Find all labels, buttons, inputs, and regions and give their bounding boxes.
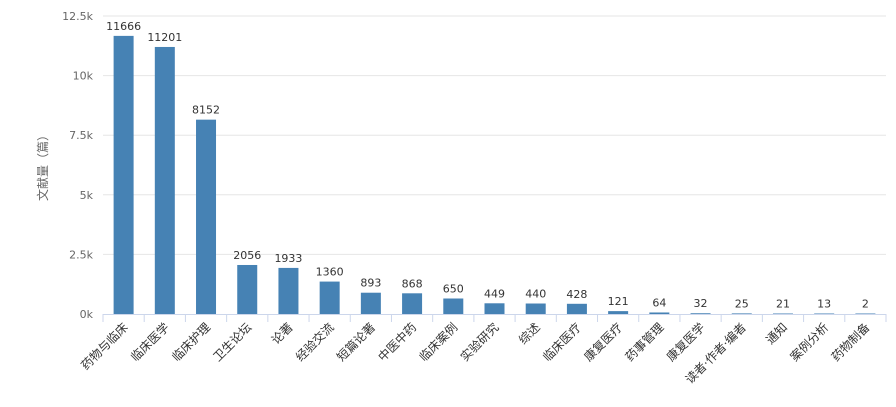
category-label: 综述 xyxy=(516,320,543,347)
data-label: 868 xyxy=(402,277,423,290)
data-label: 428 xyxy=(566,288,587,301)
y-tick-label: 5k xyxy=(80,189,94,202)
category-label: 经验交流 xyxy=(292,320,337,365)
data-label: 13 xyxy=(817,298,831,311)
bar[interactable] xyxy=(731,313,752,314)
gridlines xyxy=(103,15,886,255)
category-label: 中医中药 xyxy=(375,320,420,365)
data-label: 11201 xyxy=(147,31,182,44)
y-tick-label: 0k xyxy=(80,308,94,321)
bar[interactable] xyxy=(649,312,670,314)
bar[interactable] xyxy=(772,313,793,314)
category-label: 临床案例 xyxy=(416,320,461,365)
bar[interactable] xyxy=(608,311,629,314)
bar[interactable] xyxy=(690,313,711,314)
y-tick-label: 10k xyxy=(73,70,94,83)
category-label: 药物制备 xyxy=(829,320,873,364)
y-tick-label: 7.5k xyxy=(69,129,93,142)
category-label: 药物与临床 xyxy=(78,320,130,372)
data-label: 121 xyxy=(608,295,629,308)
data-label: 8152 xyxy=(192,104,220,117)
bars xyxy=(113,35,876,315)
x-axis xyxy=(102,314,887,322)
data-label: 32 xyxy=(694,297,708,310)
data-label: 25 xyxy=(735,297,749,310)
bar[interactable] xyxy=(855,313,876,315)
category-label: 康复医疗 xyxy=(581,320,626,365)
bar[interactable] xyxy=(484,303,505,314)
bar[interactable] xyxy=(443,298,464,314)
data-label: 2 xyxy=(862,298,869,311)
y-tick-label: 12.5k xyxy=(62,10,93,23)
bar[interactable] xyxy=(566,303,587,314)
category-label: 卫生论坛 xyxy=(211,320,255,364)
category-label: 临床护理 xyxy=(169,320,213,364)
category-label: 案例分析 xyxy=(787,320,832,365)
bar[interactable] xyxy=(154,46,175,314)
data-label: 1360 xyxy=(316,266,344,279)
bar[interactable] xyxy=(402,293,423,314)
bar[interactable] xyxy=(814,313,835,315)
y-axis-title: 文献量（篇） xyxy=(35,129,50,201)
category-labels: 药物与临床临床医学临床护理卫生论坛 论著经验交流短篇论著中医中药临床案例实验研究综… xyxy=(78,320,872,387)
bar[interactable] xyxy=(360,292,381,314)
category-label: 药事管理 xyxy=(622,320,667,365)
data-label: 11666 xyxy=(106,20,141,33)
category-label: 临床医学 xyxy=(127,320,172,365)
data-label: 893 xyxy=(360,277,381,290)
bar[interactable] xyxy=(278,267,299,314)
bar[interactable] xyxy=(196,119,217,315)
data-label: 1933 xyxy=(274,252,302,265)
data-label: 440 xyxy=(525,288,546,301)
data-label: 2056 xyxy=(233,249,261,262)
category-label: 通知 xyxy=(763,320,790,347)
category-label: 临床医疗 xyxy=(540,320,584,364)
category-label: 短篇论著 xyxy=(333,320,378,365)
data-label: 449 xyxy=(484,287,505,300)
category-label: 实验研究 xyxy=(457,320,502,365)
bar[interactable] xyxy=(525,303,546,314)
bar[interactable] xyxy=(319,281,340,314)
category-label: 论著 xyxy=(269,320,296,347)
bar[interactable] xyxy=(113,35,134,314)
data-label: 650 xyxy=(443,283,464,296)
data-labels: 11666 11201 8152 2056 1933 1360 893 868 650 449 44… xyxy=(106,20,869,311)
y-tick-label: 2.5k xyxy=(69,248,93,261)
data-label: 64 xyxy=(652,296,666,309)
data-label: 21 xyxy=(776,297,790,310)
bar[interactable] xyxy=(237,264,258,314)
y-axis-ticks: 0k 2.5k 5k 7.5k 10k 12.5k xyxy=(62,10,93,321)
